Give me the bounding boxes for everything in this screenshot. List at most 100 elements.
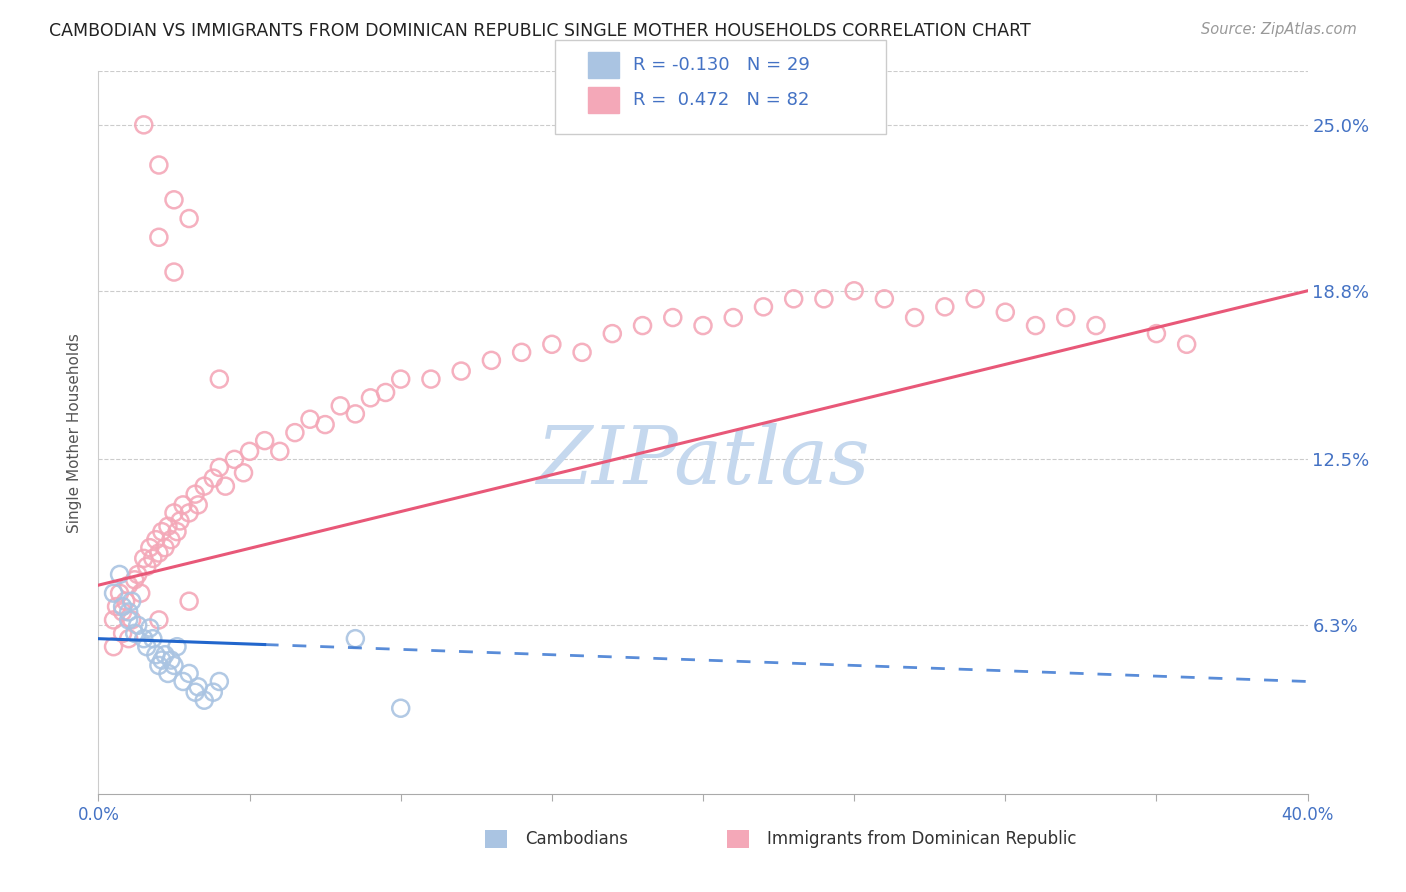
Point <box>163 658 186 673</box>
Point <box>129 586 152 600</box>
Point <box>179 211 201 226</box>
Point <box>602 326 624 341</box>
Point <box>202 685 225 699</box>
Text: Immigrants from Dominican Republic: Immigrants from Dominican Republic <box>768 830 1077 848</box>
Point <box>148 230 170 244</box>
Point <box>108 567 131 582</box>
Point <box>420 372 443 386</box>
Point <box>389 701 412 715</box>
Text: ZIPatlas: ZIPatlas <box>536 423 870 500</box>
Point <box>360 391 382 405</box>
Point <box>160 533 183 547</box>
Point <box>160 653 183 667</box>
Point <box>1175 337 1198 351</box>
Point <box>187 680 209 694</box>
Point <box>118 613 141 627</box>
Point <box>118 605 141 619</box>
Point <box>148 658 170 673</box>
Y-axis label: Single Mother Households: Single Mother Households <box>67 333 83 533</box>
Point <box>142 551 165 566</box>
Point <box>965 292 987 306</box>
Point <box>118 632 141 646</box>
Point <box>1144 326 1167 341</box>
Text: R = -0.130   N = 29: R = -0.130 N = 29 <box>633 56 810 74</box>
Point <box>105 599 128 614</box>
Point <box>253 434 276 448</box>
Point <box>148 546 170 560</box>
Point <box>150 524 173 539</box>
Point <box>783 292 806 306</box>
Text: CAMBODIAN VS IMMIGRANTS FROM DOMINICAN REPUBLIC SINGLE MOTHER HOUSEHOLDS CORRELA: CAMBODIAN VS IMMIGRANTS FROM DOMINICAN R… <box>49 22 1031 40</box>
Point <box>631 318 654 333</box>
Point <box>142 632 165 646</box>
Point <box>1024 318 1046 333</box>
Point <box>148 158 170 172</box>
Point <box>124 573 146 587</box>
Point <box>934 300 956 314</box>
Point <box>844 284 866 298</box>
Point <box>510 345 533 359</box>
Point <box>135 559 157 574</box>
Point <box>121 594 143 608</box>
Point <box>153 648 176 662</box>
Point <box>284 425 307 440</box>
Point <box>150 653 173 667</box>
Point <box>132 118 155 132</box>
Point <box>184 685 207 699</box>
Point <box>127 618 149 632</box>
FancyBboxPatch shape <box>727 830 749 848</box>
Point <box>202 471 225 485</box>
Point <box>179 594 201 608</box>
Point <box>135 640 157 654</box>
Point <box>111 605 134 619</box>
Point <box>329 399 352 413</box>
Point <box>208 372 231 386</box>
Point <box>813 292 835 306</box>
Point <box>224 452 246 467</box>
Point <box>111 626 134 640</box>
Point <box>692 318 714 333</box>
Point <box>232 466 254 480</box>
Point <box>481 353 503 368</box>
Point <box>540 337 562 351</box>
Point <box>344 407 367 421</box>
Point <box>187 498 209 512</box>
Point <box>299 412 322 426</box>
Point <box>166 524 188 539</box>
Point <box>114 594 136 608</box>
Point <box>139 541 162 555</box>
Point <box>752 300 775 314</box>
Point <box>184 487 207 501</box>
Point <box>145 648 167 662</box>
Point <box>314 417 336 432</box>
Point <box>118 578 141 592</box>
Point <box>139 621 162 635</box>
Point <box>1054 310 1077 325</box>
Point <box>145 533 167 547</box>
Point <box>156 519 179 533</box>
Point <box>156 666 179 681</box>
Point <box>108 586 131 600</box>
FancyBboxPatch shape <box>485 830 508 848</box>
Point <box>103 640 125 654</box>
Point <box>132 632 155 646</box>
Point <box>179 506 201 520</box>
Point <box>179 666 201 681</box>
Point <box>1085 318 1108 333</box>
Point <box>193 693 215 707</box>
Point <box>132 551 155 566</box>
Text: R =  0.472   N = 82: R = 0.472 N = 82 <box>633 91 808 109</box>
Point <box>127 567 149 582</box>
Point <box>873 292 896 306</box>
Point <box>571 345 593 359</box>
Point <box>148 613 170 627</box>
Point <box>172 674 194 689</box>
Point <box>661 310 683 325</box>
Point <box>450 364 472 378</box>
Text: Cambodians: Cambodians <box>526 830 628 848</box>
Point <box>111 599 134 614</box>
Point <box>904 310 927 325</box>
Point <box>723 310 745 325</box>
Point <box>239 444 262 458</box>
Point <box>103 613 125 627</box>
